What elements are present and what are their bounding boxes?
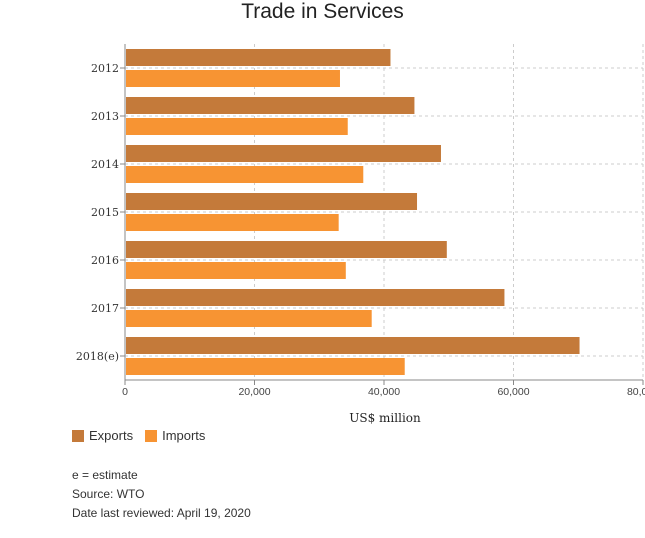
legend-label-exports: Exports [89,428,134,443]
bar-exports-2013 [126,97,415,114]
y-tick-label: 2013 [91,110,119,123]
bar-imports-2012 [126,70,340,87]
bars [126,49,580,375]
legend-item-imports[interactable]: Imports [145,428,205,443]
source-note: Source: WTO [72,487,145,501]
legend-swatch-imports [145,429,158,442]
y-tick-label: 2012 [91,62,119,75]
legend-item-exports[interactable]: Exports [72,428,133,443]
y-tick-label: 2018(e) [76,350,119,363]
footnotes: e = estimate Source: WTO Date last revie… [72,466,251,523]
legend-swatch-exports [72,429,84,442]
bar-imports-2013 [126,118,348,135]
estimate-note: e = estimate [72,468,138,482]
legend-label-imports: Imports [162,428,206,443]
bar-chart: 0 20,000 40,000 60,000 80,000 2012 2013 2014 201… [76,44,645,425]
bar-imports-2018(e) [126,358,405,375]
bar-exports-2018(e) [126,337,580,354]
chart-title: Trade in Services [241,0,404,23]
bar-exports-2016 [126,241,447,258]
legend: Exports Imports [72,428,205,443]
bar-imports-2016 [126,262,346,279]
reviewed-note: Date last reviewed: April 19, 2020 [72,506,251,520]
y-tick-label: 2014 [91,158,119,171]
axes: 0 20,000 40,000 60,000 80,000 2012 2013 2014 201… [76,44,645,398]
x-tick-label: 80,000 [627,386,645,398]
grid-lines [125,44,644,380]
y-tick-label: 2015 [91,206,119,219]
bar-imports-2014 [126,166,364,183]
bar-imports-2017 [126,310,372,327]
x-tick-label: 0 [122,386,128,398]
bar-exports-2014 [126,145,441,162]
bar-exports-2015 [126,193,418,210]
x-axis-label: US$ million [349,411,421,425]
bar-exports-2017 [126,289,505,306]
x-tick-label: 40,000 [368,386,400,398]
bar-exports-2012 [126,49,391,66]
x-tick-label: 60,000 [497,386,529,398]
bar-imports-2015 [126,214,339,231]
x-tick-label: 20,000 [238,386,270,398]
y-tick-label: 2017 [91,302,119,315]
y-tick-label: 2016 [91,254,119,267]
